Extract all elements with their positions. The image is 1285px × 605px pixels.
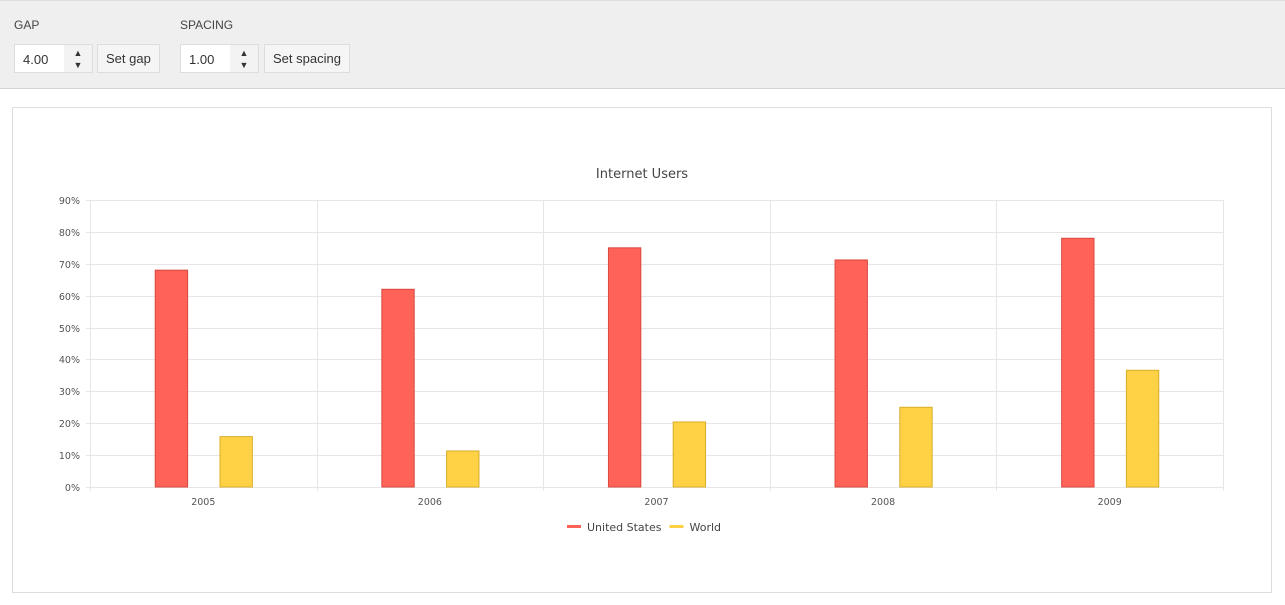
y-tick-label: 70% xyxy=(59,260,80,271)
bar-world xyxy=(446,450,480,488)
x-tick-label: 2007 xyxy=(644,497,668,508)
y-tick-label: 50% xyxy=(59,324,80,335)
x-tick-label: 2005 xyxy=(191,497,215,508)
x-tick-label: 2006 xyxy=(418,497,442,508)
decrease-arrow-icon[interactable]: ▼ xyxy=(73,60,83,70)
y-tick-label: 30% xyxy=(59,387,80,398)
spacing-spinner[interactable]: ▲ ▼ xyxy=(230,45,258,72)
legend-label: World xyxy=(690,521,722,534)
chart-title: Internet Users xyxy=(596,167,688,182)
legend-label: United States xyxy=(587,521,662,534)
y-tick-label: 40% xyxy=(59,355,80,366)
gap-spinner[interactable]: ▲ ▼ xyxy=(64,45,92,72)
y-tick-label: 20% xyxy=(59,419,80,430)
y-tick-label: 80% xyxy=(59,228,80,239)
gap-value[interactable]: 4.00 xyxy=(23,52,49,67)
set-gap-button[interactable]: Set gap xyxy=(97,44,160,73)
bar-united-states xyxy=(834,259,868,488)
set-spacing-button[interactable]: Set spacing xyxy=(264,44,350,73)
spacing-stepper[interactable]: 1.00 ▲ ▼ xyxy=(180,44,259,73)
x-tick-label: 2008 xyxy=(871,497,895,508)
spacing-value[interactable]: 1.00 xyxy=(189,52,215,67)
decrease-arrow-icon[interactable]: ▼ xyxy=(239,60,249,70)
bar-world xyxy=(899,406,933,488)
toolbar: GAP 4.00 ▲ ▼ Set gap SPACING 1.00 ▲ ▼ Set … xyxy=(0,0,1285,89)
bar-world xyxy=(219,436,253,488)
bar-united-states xyxy=(154,269,189,488)
y-tick-label: 60% xyxy=(59,292,80,303)
increase-arrow-icon[interactable]: ▲ xyxy=(73,48,83,58)
y-tick-label: 90% xyxy=(59,196,80,207)
bar-united-states xyxy=(381,288,415,488)
y-tick-label: 0% xyxy=(65,483,80,494)
gap-label: GAP xyxy=(14,18,40,32)
bar-world xyxy=(1125,369,1160,488)
chart-panel xyxy=(12,107,1272,593)
y-tick-label: 10% xyxy=(59,451,80,462)
x-tick-label: 2009 xyxy=(1098,497,1122,508)
increase-arrow-icon[interactable]: ▲ xyxy=(239,48,249,58)
legend-marker xyxy=(669,525,684,528)
spacing-label: SPACING xyxy=(180,18,234,32)
bar-world xyxy=(672,421,707,488)
gap-stepper[interactable]: 4.00 ▲ ▼ xyxy=(14,44,93,73)
grid xyxy=(86,200,1224,491)
axes: 0% 10% 20% 30% 40% 50% 60% 70% 80% 90% 2005 2006 200… xyxy=(59,196,1122,508)
legend-marker xyxy=(567,525,581,528)
bars xyxy=(154,237,1160,488)
bar-united-states xyxy=(607,247,642,488)
bar-united-states xyxy=(1061,237,1095,488)
legend: United States World xyxy=(567,521,721,534)
